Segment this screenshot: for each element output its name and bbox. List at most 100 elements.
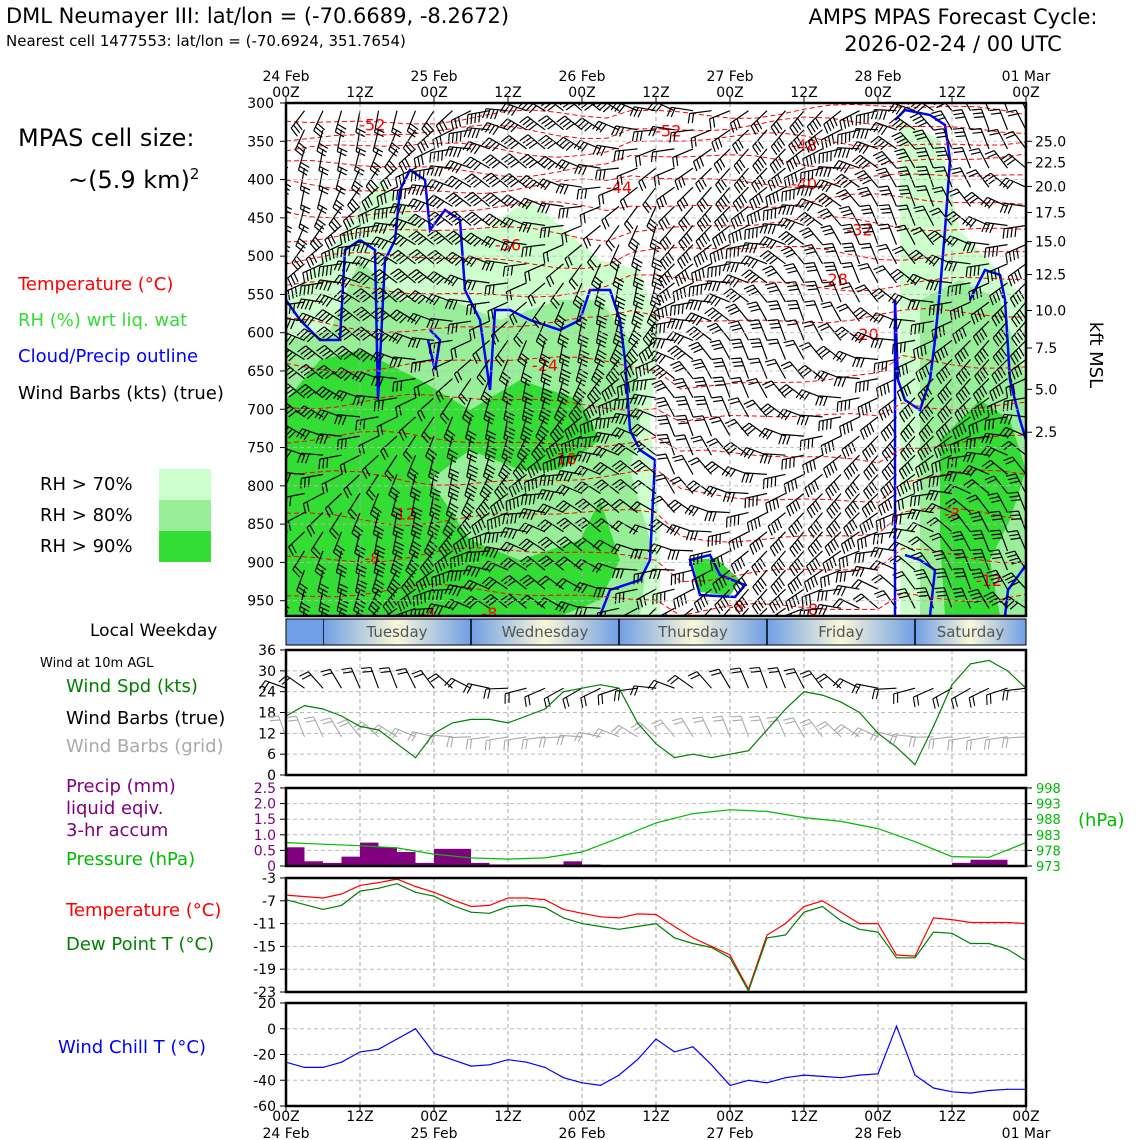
wind-barb [435, 378, 453, 403]
wind-barb [523, 473, 546, 493]
wind-barb [815, 192, 842, 208]
wind-barb [841, 435, 860, 459]
wind-chill-line-point [729, 1084, 731, 1086]
pressure-ytick-label: 978 [1036, 844, 1061, 859]
wind-panel-ytick-label: 24 [258, 685, 276, 701]
wind-barb [896, 166, 916, 188]
wind-barb [988, 549, 1009, 571]
wind-barb [954, 339, 971, 365]
dew-point-line-point [581, 923, 583, 925]
wind-barb [786, 493, 805, 517]
wind-barb [371, 287, 398, 303]
wind-barb [693, 588, 712, 613]
wind-barb [299, 282, 324, 296]
wind-chill-line-point [544, 1066, 546, 1068]
wind-speed-line-point [1006, 670, 1009, 672]
pressure-tick-label: 800 [247, 479, 274, 495]
wind-barb [456, 512, 472, 539]
wind-chill-line-point [433, 1052, 435, 1054]
wind-barb [537, 202, 564, 214]
wind-barb [333, 389, 361, 402]
wind-barb [314, 293, 342, 307]
wind-barb [713, 148, 731, 174]
temp-panel-ytick-label: -11 [253, 917, 276, 933]
wind-barb [524, 687, 546, 707]
wind-barb [337, 569, 349, 597]
wind-barb [429, 148, 453, 163]
wind-barb [446, 736, 472, 748]
kft-tick-label: 22.5 [1035, 156, 1066, 172]
wind-barb [759, 403, 786, 418]
wind-barb [382, 588, 398, 615]
wind-barb [482, 154, 509, 169]
wind-barb [666, 106, 694, 118]
wind-barb [592, 103, 620, 113]
wind-barb [339, 224, 361, 245]
wind-barb [910, 320, 934, 335]
temp-panel-ytick-label: -23 [253, 985, 276, 1001]
wind-barb [721, 466, 749, 479]
dew-point-line-point [895, 957, 898, 959]
wind-barb [841, 242, 861, 265]
wind-barb [952, 549, 972, 571]
wind-barb [386, 569, 401, 597]
wind-barb [799, 167, 823, 183]
wind-barb [500, 173, 527, 188]
wind-barb [592, 120, 620, 133]
wind-speed-line-point [618, 687, 620, 689]
wind-barb [332, 186, 345, 215]
wind-chill-line-point [618, 1074, 620, 1076]
wind-chill-line-point [636, 1059, 639, 1061]
wind-barb [695, 225, 712, 251]
pressure-ytick-label: 983 [1036, 829, 1061, 844]
pressure-line-point [877, 827, 879, 830]
kft-tick-label: 2.5 [1035, 425, 1057, 441]
wind-barb [555, 470, 583, 482]
wind-barb [527, 282, 546, 307]
wind-barb [933, 166, 953, 188]
wind-barb [426, 270, 453, 286]
dew-point-line-point [636, 925, 639, 928]
wind-speed-line-point [396, 743, 398, 745]
wind-barb [517, 340, 530, 368]
wind-barb [1002, 397, 1026, 412]
wind-barb [871, 574, 897, 590]
wind-barb [952, 127, 972, 150]
wind-barb [410, 607, 435, 616]
wind-barb [481, 546, 509, 559]
wind-barb [896, 204, 916, 226]
wind-barb [770, 569, 786, 596]
wind-barb [1005, 550, 1026, 571]
wind-barb [531, 301, 546, 329]
wind-barb [912, 339, 934, 360]
wind-barb [851, 727, 879, 738]
pressure-tick-label: 350 [247, 134, 274, 150]
wind-barb [650, 148, 675, 162]
wind-barb [521, 244, 546, 258]
wind-barb [806, 550, 823, 576]
wind-barb [313, 110, 326, 138]
wind-barb [690, 129, 712, 149]
station-title: DML Neumayer III: lat/lon = (-70.6689, -… [6, 4, 510, 28]
wind-barb [666, 318, 694, 330]
wind-barb [937, 397, 953, 424]
wind-barb [732, 569, 749, 595]
wind-barb [833, 326, 860, 341]
wind-barb [851, 565, 879, 578]
wind-barb [503, 736, 527, 751]
wind-barb [709, 668, 731, 689]
top-time-tick-label: 12Z [642, 85, 669, 101]
wind-barb [1003, 130, 1026, 150]
wind-barb [986, 569, 1009, 590]
weekday-band [619, 619, 767, 645]
temperature-line-point [470, 905, 472, 908]
wind-barb [669, 129, 694, 143]
cloud-outline [426, 329, 442, 371]
wind-barb [475, 493, 490, 520]
wind-barb [860, 223, 879, 245]
wind-barb [561, 224, 583, 245]
wind-speed-line-point [821, 694, 824, 696]
wind-barb [527, 454, 546, 479]
wind-barb [909, 492, 934, 507]
